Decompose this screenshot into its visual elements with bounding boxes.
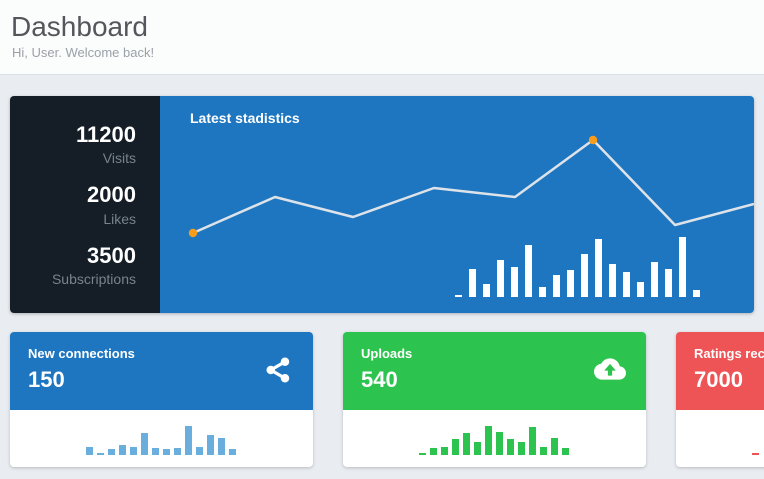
chart-title: Latest stadistics	[190, 110, 300, 126]
card-title: Ratings received	[694, 346, 764, 361]
stat-visits-label: Visits	[102, 150, 136, 167]
card-ratings-received: Ratings received 7000	[676, 332, 764, 467]
stats-summary: 11200 Visits 2000 Likes 3500 Subscriptio…	[10, 96, 160, 313]
stat-subscriptions-value: 3500	[87, 242, 136, 268]
stat-likes-label: Likes	[103, 210, 136, 227]
card-title: Uploads	[361, 346, 413, 361]
page-header: Dashboard Hi, User. Welcome back!	[0, 0, 764, 75]
stat-subscriptions-label: Subscriptions	[51, 270, 136, 287]
welcome-text: Hi, User. Welcome back!	[12, 45, 155, 61]
card-ratings-header: Ratings received 7000	[676, 332, 764, 410]
stat-subscriptions: 3500 Subscriptions	[52, 243, 136, 287]
card-value: 7000	[694, 367, 743, 392]
card-title: New connections	[28, 346, 135, 361]
dashboard-page: Dashboard Hi, User. Welcome back! 11200 …	[0, 0, 764, 467]
stat-likes: 2000 Likes	[87, 182, 136, 226]
ratings-sparkline	[752, 453, 759, 455]
share-icon	[266, 357, 290, 383]
card-uploads: Uploads 540	[343, 332, 646, 467]
statistics-chart-area: Latest stadistics	[160, 96, 754, 313]
card-new-connections-header: New connections 150	[10, 332, 313, 410]
card-new-connections: New connections 150	[10, 332, 313, 467]
latest-statistics-chart	[188, 135, 754, 297]
stat-visits: 11200 Visits	[76, 122, 136, 166]
page-title: Dashboard	[11, 11, 148, 42]
uploads-sparkline	[419, 426, 569, 455]
stat-visits-value: 11200	[76, 122, 136, 148]
stat-likes-value: 2000	[87, 182, 136, 208]
card-value: 150	[28, 367, 65, 392]
card-value: 540	[361, 367, 398, 392]
statistics-panel: 11200 Visits 2000 Likes 3500 Subscriptio…	[10, 96, 754, 313]
card-uploads-header: Uploads 540	[343, 332, 646, 410]
cloud-upload-icon	[594, 358, 626, 380]
new-connections-sparkline	[86, 426, 236, 455]
